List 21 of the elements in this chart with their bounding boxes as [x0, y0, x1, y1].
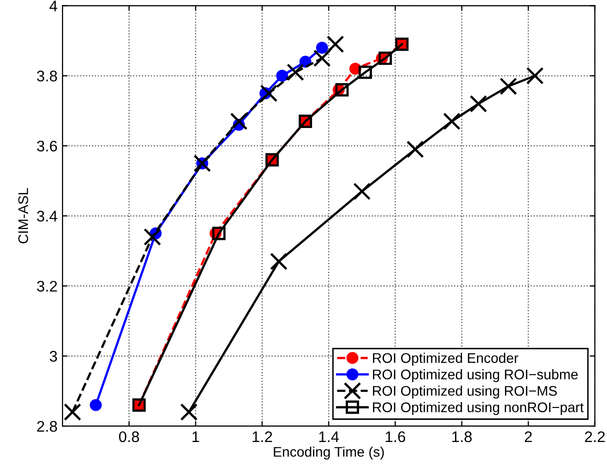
x-tick-label: 0.8: [119, 431, 140, 442]
x-tick-label: 1.4: [319, 431, 339, 442]
y-tick-label: 3.2: [37, 280, 57, 292]
x-tick-label: 1.6: [386, 431, 406, 442]
y-tick-label: 3.4: [37, 210, 58, 222]
x-tick-label: 1.2: [252, 431, 272, 442]
y-tick-label: 3: [50, 350, 57, 362]
x-tick-label: 1.8: [452, 431, 472, 442]
y-tick-label: 3.8: [37, 70, 57, 82]
x-axis-title: Encoding Time (s): [274, 446, 384, 460]
legend-label: ROI Optimized using nonROI−part: [373, 402, 584, 415]
y-tick-label: 3.6: [37, 140, 57, 152]
y-axis-title: CIM-ASL: [18, 188, 28, 244]
x-tick-label: 2.2: [585, 431, 605, 442]
x-tick-label: 2: [524, 431, 532, 442]
y-tick-label: 2.8: [37, 420, 57, 432]
legend-label: ROI Optimized using ROI−subme: [373, 369, 578, 382]
x-tick-label: 1: [192, 431, 200, 442]
legend-label: ROI Optimized using ROI−MS: [373, 386, 557, 399]
legend-label: ROI Optimized Encoder: [373, 352, 518, 366]
y-tick-label: 4: [50, 0, 58, 12]
